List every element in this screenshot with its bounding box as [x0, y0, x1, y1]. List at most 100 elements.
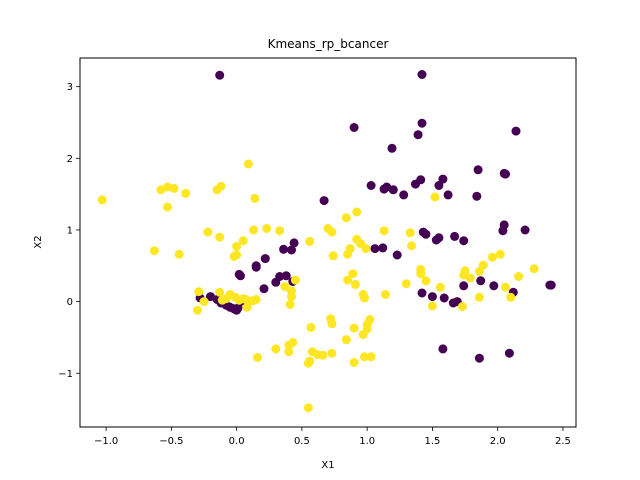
cluster-0-point [259, 284, 269, 294]
cluster-0-point [378, 243, 388, 253]
cluster-1-point [361, 244, 371, 254]
y-tick-label: −1 [58, 369, 73, 380]
cluster-0-point [489, 281, 499, 291]
x-tick-label: 0.5 [294, 436, 310, 447]
cluster-0-point [271, 277, 281, 287]
cluster-0-point [504, 348, 514, 358]
cluster-0-point [349, 123, 359, 132]
cluster-0-point [413, 130, 423, 140]
cluster-0-point [279, 244, 289, 254]
cluster-1-point [427, 301, 437, 311]
cluster-1-point [327, 227, 337, 237]
cluster-0-point [438, 344, 448, 354]
cluster-0-point [417, 118, 427, 128]
cluster-0-point [319, 196, 329, 206]
cluster-1-point [435, 282, 445, 292]
cluster-1-point [430, 192, 440, 202]
cluster-1-point [474, 292, 484, 302]
cluster-1-point [181, 188, 191, 198]
cluster-1-point [379, 226, 389, 236]
cluster-1-point [514, 272, 524, 281]
cluster-0-point [417, 288, 427, 298]
cluster-1-point [285, 300, 295, 309]
cluster-1-point [238, 236, 248, 246]
cluster-1-point [287, 292, 296, 302]
cluster-0-point [366, 181, 376, 190]
cluster-1-point [343, 275, 353, 285]
chart-title: Kmeans_rp_bcancer [268, 37, 389, 51]
x-tick-label: −0.5 [159, 436, 183, 447]
cluster-1-point [327, 348, 337, 358]
x-axis-label: X1 [321, 460, 334, 471]
x-axis-ticks: −1.0 −0.5 0.0 0.5 1.0 1.5 2.0 2.5 [94, 427, 571, 447]
cluster-1-point [249, 225, 259, 235]
cluster-1-point [380, 289, 390, 299]
cluster-0-point [260, 254, 270, 264]
cluster-1-point [163, 202, 172, 212]
x-tick-label: 2.0 [490, 436, 506, 447]
cluster-1-point [290, 275, 300, 285]
y-tick-label: 3 [67, 82, 73, 93]
cluster-0-point [281, 271, 291, 281]
cluster-1-point [349, 358, 359, 367]
y-axis-label: X2 [33, 235, 44, 248]
y-tick-label: 0 [67, 297, 73, 308]
cluster-1-point [348, 269, 358, 279]
cluster-1-point [349, 323, 359, 333]
cluster-0-point [459, 281, 469, 291]
cluster-1-point [495, 249, 505, 259]
x-tick-label: 0.0 [229, 436, 245, 447]
cluster-0-point [474, 353, 484, 363]
cluster-1-point [193, 305, 202, 315]
cluster-1-point [271, 344, 281, 354]
cluster-0-point [236, 271, 245, 281]
cluster-1-point [262, 224, 272, 233]
points-layer [97, 70, 556, 413]
cluster-1-point [506, 292, 516, 302]
cluster-1-point [360, 352, 369, 362]
cluster-0-point [399, 190, 409, 200]
cluster-0-point [501, 169, 510, 179]
cluster-0-point [387, 143, 397, 153]
cluster-1-point [457, 302, 467, 312]
cluster-1-point [229, 252, 239, 261]
cluster-1-point [365, 315, 375, 324]
cluster-0-point [251, 262, 261, 272]
x-tick-label: 1.0 [359, 436, 375, 447]
cluster-1-point [465, 273, 475, 283]
cluster-1-point [232, 241, 242, 251]
cluster-1-point [280, 282, 290, 292]
cluster-1-point [194, 287, 204, 297]
cluster-1-point [284, 340, 294, 350]
cluster-0-point [434, 181, 444, 190]
x-tick-label: 2.5 [555, 436, 571, 447]
cluster-0-point [388, 185, 398, 195]
cluster-0-point [434, 233, 444, 243]
cluster-1-point [366, 352, 376, 362]
cluster-0-point [459, 236, 469, 246]
x-tick-label: 1.5 [424, 436, 440, 447]
cluster-0-point [498, 226, 508, 236]
cluster-0-point [520, 225, 530, 235]
cluster-0-point [438, 174, 448, 184]
cluster-0-point [450, 231, 460, 241]
cluster-0-point [289, 238, 299, 248]
cluster-0-point [215, 70, 225, 80]
cluster-1-point [203, 227, 213, 237]
cluster-1-point [242, 302, 252, 312]
cluster-1-point [405, 228, 415, 238]
cluster-1-point [305, 236, 315, 246]
cluster-1-point [529, 264, 539, 274]
cluster-1-point [421, 276, 431, 286]
cluster-0-point [472, 191, 482, 201]
cluster-1-point [478, 260, 488, 270]
cluster-0-point [473, 165, 483, 175]
cluster-1-point [212, 185, 222, 195]
cluster-1-point [250, 193, 260, 203]
plot-frame [79, 57, 577, 428]
cluster-0-point [476, 276, 486, 286]
cluster-1-point [97, 195, 107, 205]
cluster-1-point [199, 297, 209, 307]
cluster-0-point [427, 292, 437, 302]
